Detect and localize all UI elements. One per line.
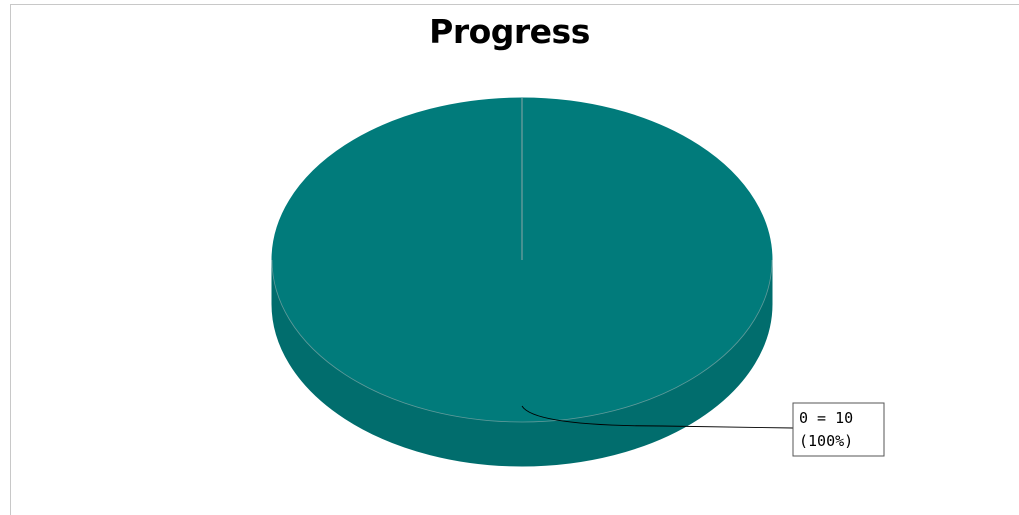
label-layer: 0 = 10 (100%) xyxy=(521,402,885,457)
slice-label-leader xyxy=(521,405,794,429)
pie-top-edge xyxy=(271,259,773,423)
slice-label-line1: 0 = 10 xyxy=(799,409,853,427)
slice-label-line2: (100%) xyxy=(799,432,853,450)
pie-layer xyxy=(271,97,773,467)
slice-label-box xyxy=(792,402,885,457)
chart-title: Progress xyxy=(429,12,590,51)
